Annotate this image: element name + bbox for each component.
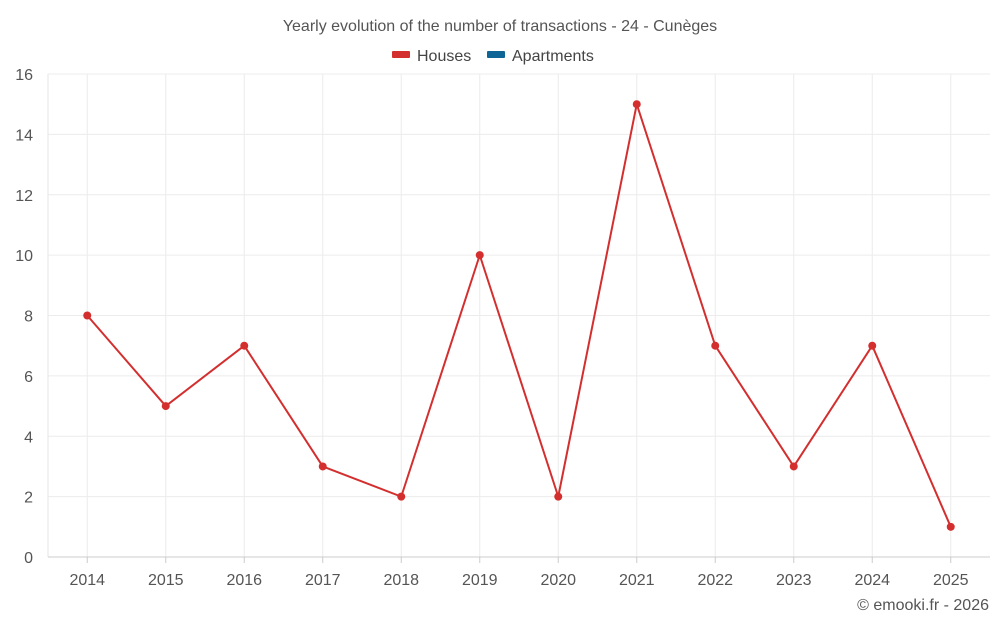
x-axis: 2014 2015 2016 2017 2018 2019 2020 2021 2022 2023… xyxy=(48,556,990,589)
data-point-2018[interactable] xyxy=(397,492,406,501)
x-tick-label: 2022 xyxy=(697,572,733,589)
x-tick-label: 2017 xyxy=(305,572,341,589)
legend-item-houses[interactable]: Houses xyxy=(392,48,471,65)
x-tick-label: 2019 xyxy=(462,572,498,589)
legend-label-apartments: Apartments xyxy=(512,48,594,65)
data-point-2021[interactable] xyxy=(632,100,641,109)
data-point-2020[interactable] xyxy=(554,492,563,501)
y-tick-label: 10 xyxy=(15,248,33,265)
x-tick-label: 2014 xyxy=(69,572,105,589)
data-point-2017[interactable] xyxy=(318,462,327,471)
data-point-2024[interactable] xyxy=(868,341,877,350)
y-tick-label: 0 xyxy=(24,550,33,567)
legend-swatch-houses xyxy=(392,51,410,58)
legend-swatch-apartments xyxy=(487,51,505,58)
legend-item-apartments[interactable]: Apartments xyxy=(487,48,594,65)
data-point-2025[interactable] xyxy=(946,522,955,531)
y-axis: 0 2 4 6 8 10 12 14 16 xyxy=(15,67,49,567)
y-tick-label: 8 xyxy=(24,309,33,326)
y-tick-label: 6 xyxy=(24,369,33,386)
data-point-2015[interactable] xyxy=(161,402,170,411)
y-tick-label: 12 xyxy=(15,188,33,205)
legend-label-houses: Houses xyxy=(417,48,471,65)
data-point-2023[interactable] xyxy=(789,462,798,471)
credit-text: © emooki.fr - 2026 xyxy=(857,597,989,614)
data-point-2014[interactable] xyxy=(83,311,92,320)
x-tick-label: 2015 xyxy=(148,572,184,589)
x-tick-label: 2021 xyxy=(619,572,655,589)
grid xyxy=(48,73,990,557)
series-line-houses xyxy=(86,103,952,528)
data-point-2022[interactable] xyxy=(711,341,720,350)
x-tick-label: 2023 xyxy=(776,572,812,589)
x-tick-label: 2020 xyxy=(540,572,576,589)
chart-title: Yearly evolution of the number of transa… xyxy=(283,18,717,35)
x-tick-label: 2024 xyxy=(854,572,890,589)
x-tick-label: 2018 xyxy=(383,572,419,589)
data-point-2019[interactable] xyxy=(475,251,484,260)
legend: Houses Apartments xyxy=(392,48,594,65)
x-tick-label: 2016 xyxy=(226,572,262,589)
y-tick-label: 16 xyxy=(15,67,33,84)
y-tick-label: 4 xyxy=(24,429,33,446)
y-tick-label: 2 xyxy=(24,490,33,507)
x-tick-label: 2025 xyxy=(933,572,969,589)
data-point-2016[interactable] xyxy=(240,341,249,350)
y-tick-label: 14 xyxy=(15,127,33,144)
series-houses xyxy=(83,100,955,531)
